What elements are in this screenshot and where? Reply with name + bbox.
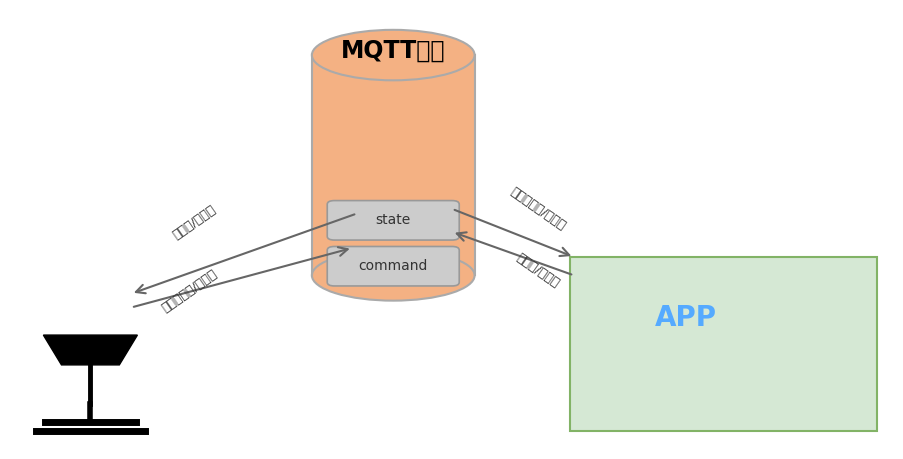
Ellipse shape [312,30,474,80]
Bar [312,55,474,275]
Ellipse shape [312,250,474,301]
Text: APP: APP [655,304,716,332]
Polygon shape [43,335,137,365]
Text: 发布开/关命令: 发布开/关命令 [514,252,561,290]
FancyBboxPatch shape [327,201,459,240]
Text: MQTT代理: MQTT代理 [340,39,445,62]
Bar [569,257,876,431]
FancyBboxPatch shape [327,246,459,286]
Text: state: state [376,213,410,227]
Text: 发布开/关状态: 发布开/关状态 [171,203,218,242]
Text: 订阅获得开/关状态: 订阅获得开/关状态 [507,185,567,233]
Text: command: command [358,259,427,273]
Text: 订阅接受开/关命令: 订阅接受开/关命令 [160,268,219,315]
